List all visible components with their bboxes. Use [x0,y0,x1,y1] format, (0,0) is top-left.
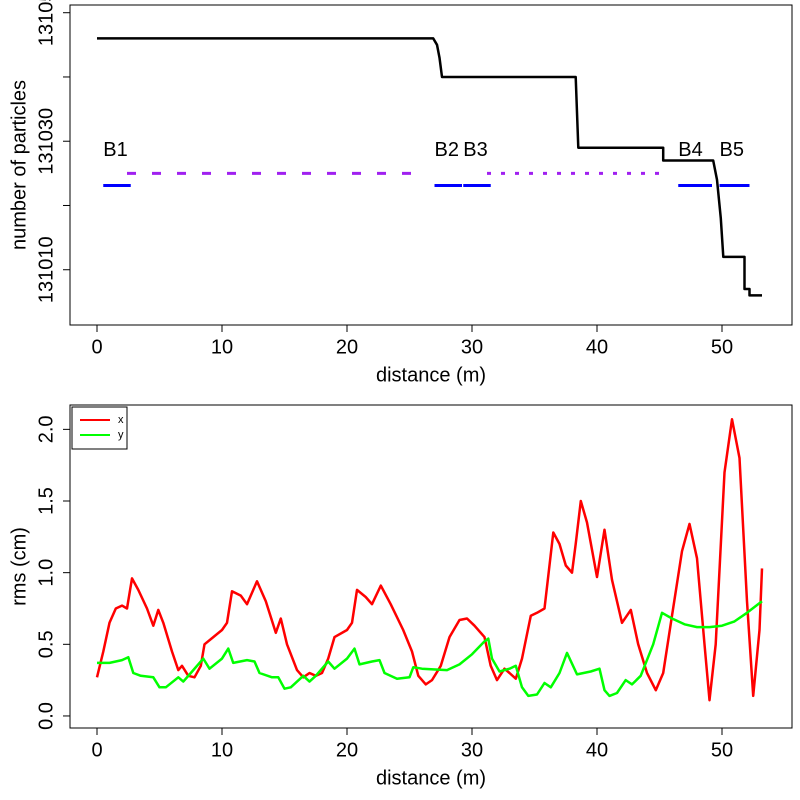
x-tick-label: 0 [91,336,102,358]
legend-label: y [118,429,124,441]
legend-box [71,406,128,450]
y-tick-label: 1.0 [35,559,57,587]
y-axis-title: rms (cm) [8,527,30,606]
y-axis-title: number of particles [8,80,30,250]
element-label: B4 [678,139,702,161]
x-tick-label: 30 [461,739,483,761]
series-line [97,37,762,297]
x-tick-label: 30 [461,336,483,358]
x-tick-label: 20 [336,739,358,761]
plot-box [69,4,793,326]
x-tick-label: 10 [211,336,233,358]
legend: xy [71,406,128,450]
series-line [95,418,764,702]
element-label: B2 [435,139,459,161]
y-tick-label: 0.0 [35,702,57,730]
y-tick-label: 131010 [35,236,57,303]
x-tick-label: 0 [91,739,102,761]
x-tick-label: 50 [711,336,733,358]
y-tick-label: 2.0 [35,415,57,443]
x-tick-label: 20 [336,336,358,358]
y-tick-label: 1.5 [35,487,57,515]
legend-label: x [118,414,124,426]
element-label: B3 [463,139,487,161]
x-tick-label: 40 [586,739,608,761]
x-tick-label: 40 [586,336,608,358]
x-axis-title: distance (m) [376,767,486,789]
y-tick-label: 0.5 [35,630,57,658]
y-tick-label: 131050 [35,0,57,46]
x-axis-title: distance (m) [376,364,486,386]
series-line [97,600,763,698]
element-label: B1 [103,139,127,161]
x-tick-label: 10 [211,739,233,761]
x-tick-label: 50 [711,739,733,761]
element-label: B5 [720,139,744,161]
y-tick-label: 131030 [35,108,57,175]
